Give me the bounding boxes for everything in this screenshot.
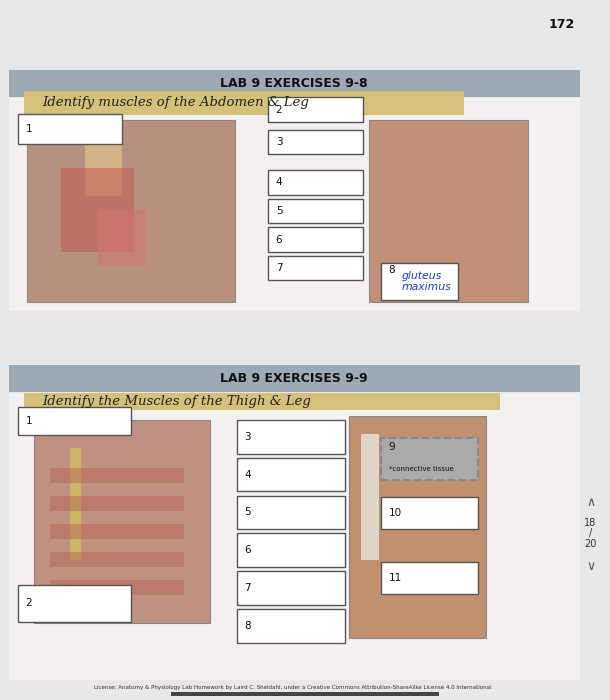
Text: 3: 3 [276, 136, 282, 147]
FancyBboxPatch shape [9, 98, 579, 312]
FancyBboxPatch shape [381, 263, 458, 300]
FancyBboxPatch shape [268, 256, 363, 280]
Text: 4: 4 [276, 177, 282, 188]
FancyBboxPatch shape [27, 120, 235, 302]
Text: 7: 7 [276, 262, 282, 273]
Text: 1: 1 [26, 416, 32, 426]
FancyBboxPatch shape [9, 70, 579, 97]
FancyBboxPatch shape [61, 168, 134, 252]
FancyBboxPatch shape [361, 434, 379, 560]
Text: 1: 1 [26, 124, 32, 134]
FancyBboxPatch shape [381, 562, 478, 594]
Text: 10: 10 [389, 508, 402, 518]
FancyBboxPatch shape [50, 552, 184, 567]
Text: ∨: ∨ [586, 561, 595, 573]
Text: 6: 6 [244, 545, 251, 555]
FancyBboxPatch shape [9, 393, 579, 680]
FancyBboxPatch shape [9, 365, 579, 392]
Text: License: Anatomy & Physiology Lab Homework by Laird C. Sheldahl, under a Creativ: License: Anatomy & Physiology Lab Homewo… [94, 685, 492, 690]
Text: 5: 5 [276, 206, 282, 216]
FancyBboxPatch shape [18, 585, 131, 622]
Text: 9: 9 [389, 442, 395, 452]
Text: 18
/
20: 18 / 20 [584, 517, 597, 550]
FancyBboxPatch shape [237, 420, 345, 454]
Text: LAB 9 EXERCISES 9-9: LAB 9 EXERCISES 9-9 [220, 372, 368, 385]
Text: 2: 2 [26, 598, 32, 608]
FancyBboxPatch shape [50, 468, 184, 483]
FancyBboxPatch shape [171, 692, 439, 696]
Text: 11: 11 [389, 573, 402, 583]
Text: ∧: ∧ [586, 496, 595, 509]
FancyBboxPatch shape [50, 580, 184, 595]
Text: Identify muscles of the Abdomen & Leg: Identify muscles of the Abdomen & Leg [43, 97, 309, 109]
FancyBboxPatch shape [24, 91, 464, 115]
FancyBboxPatch shape [268, 97, 363, 122]
FancyBboxPatch shape [70, 448, 81, 560]
FancyBboxPatch shape [98, 210, 146, 266]
FancyBboxPatch shape [381, 497, 478, 528]
FancyBboxPatch shape [24, 393, 500, 410]
FancyBboxPatch shape [237, 571, 345, 605]
FancyBboxPatch shape [18, 407, 131, 435]
Text: *connective tissue: *connective tissue [389, 466, 453, 472]
Text: 8: 8 [389, 265, 395, 276]
FancyBboxPatch shape [237, 533, 345, 567]
Text: 172: 172 [548, 18, 575, 31]
FancyBboxPatch shape [50, 496, 184, 511]
FancyBboxPatch shape [268, 228, 363, 252]
FancyBboxPatch shape [369, 120, 528, 302]
FancyBboxPatch shape [268, 130, 363, 154]
FancyBboxPatch shape [50, 524, 184, 539]
Text: Identify the Muscles of the Thigh & Leg: Identify the Muscles of the Thigh & Leg [43, 395, 312, 408]
FancyBboxPatch shape [34, 420, 210, 623]
FancyBboxPatch shape [237, 458, 345, 491]
FancyBboxPatch shape [268, 199, 363, 223]
FancyBboxPatch shape [237, 609, 345, 643]
Text: 3: 3 [244, 432, 251, 442]
Text: 6: 6 [276, 234, 282, 245]
Text: 5: 5 [244, 508, 251, 517]
FancyBboxPatch shape [85, 126, 122, 196]
Text: 4: 4 [244, 470, 251, 480]
Text: 7: 7 [244, 583, 251, 593]
Text: LAB 9 EXERCISES 9-8: LAB 9 EXERCISES 9-8 [220, 77, 368, 90]
Text: gluteus
maximus: gluteus maximus [402, 271, 452, 292]
FancyBboxPatch shape [381, 438, 478, 480]
FancyBboxPatch shape [237, 496, 345, 529]
FancyBboxPatch shape [349, 416, 486, 638]
Text: 8: 8 [244, 621, 251, 631]
FancyBboxPatch shape [18, 114, 122, 144]
FancyBboxPatch shape [268, 170, 363, 195]
Text: 2: 2 [276, 104, 282, 115]
